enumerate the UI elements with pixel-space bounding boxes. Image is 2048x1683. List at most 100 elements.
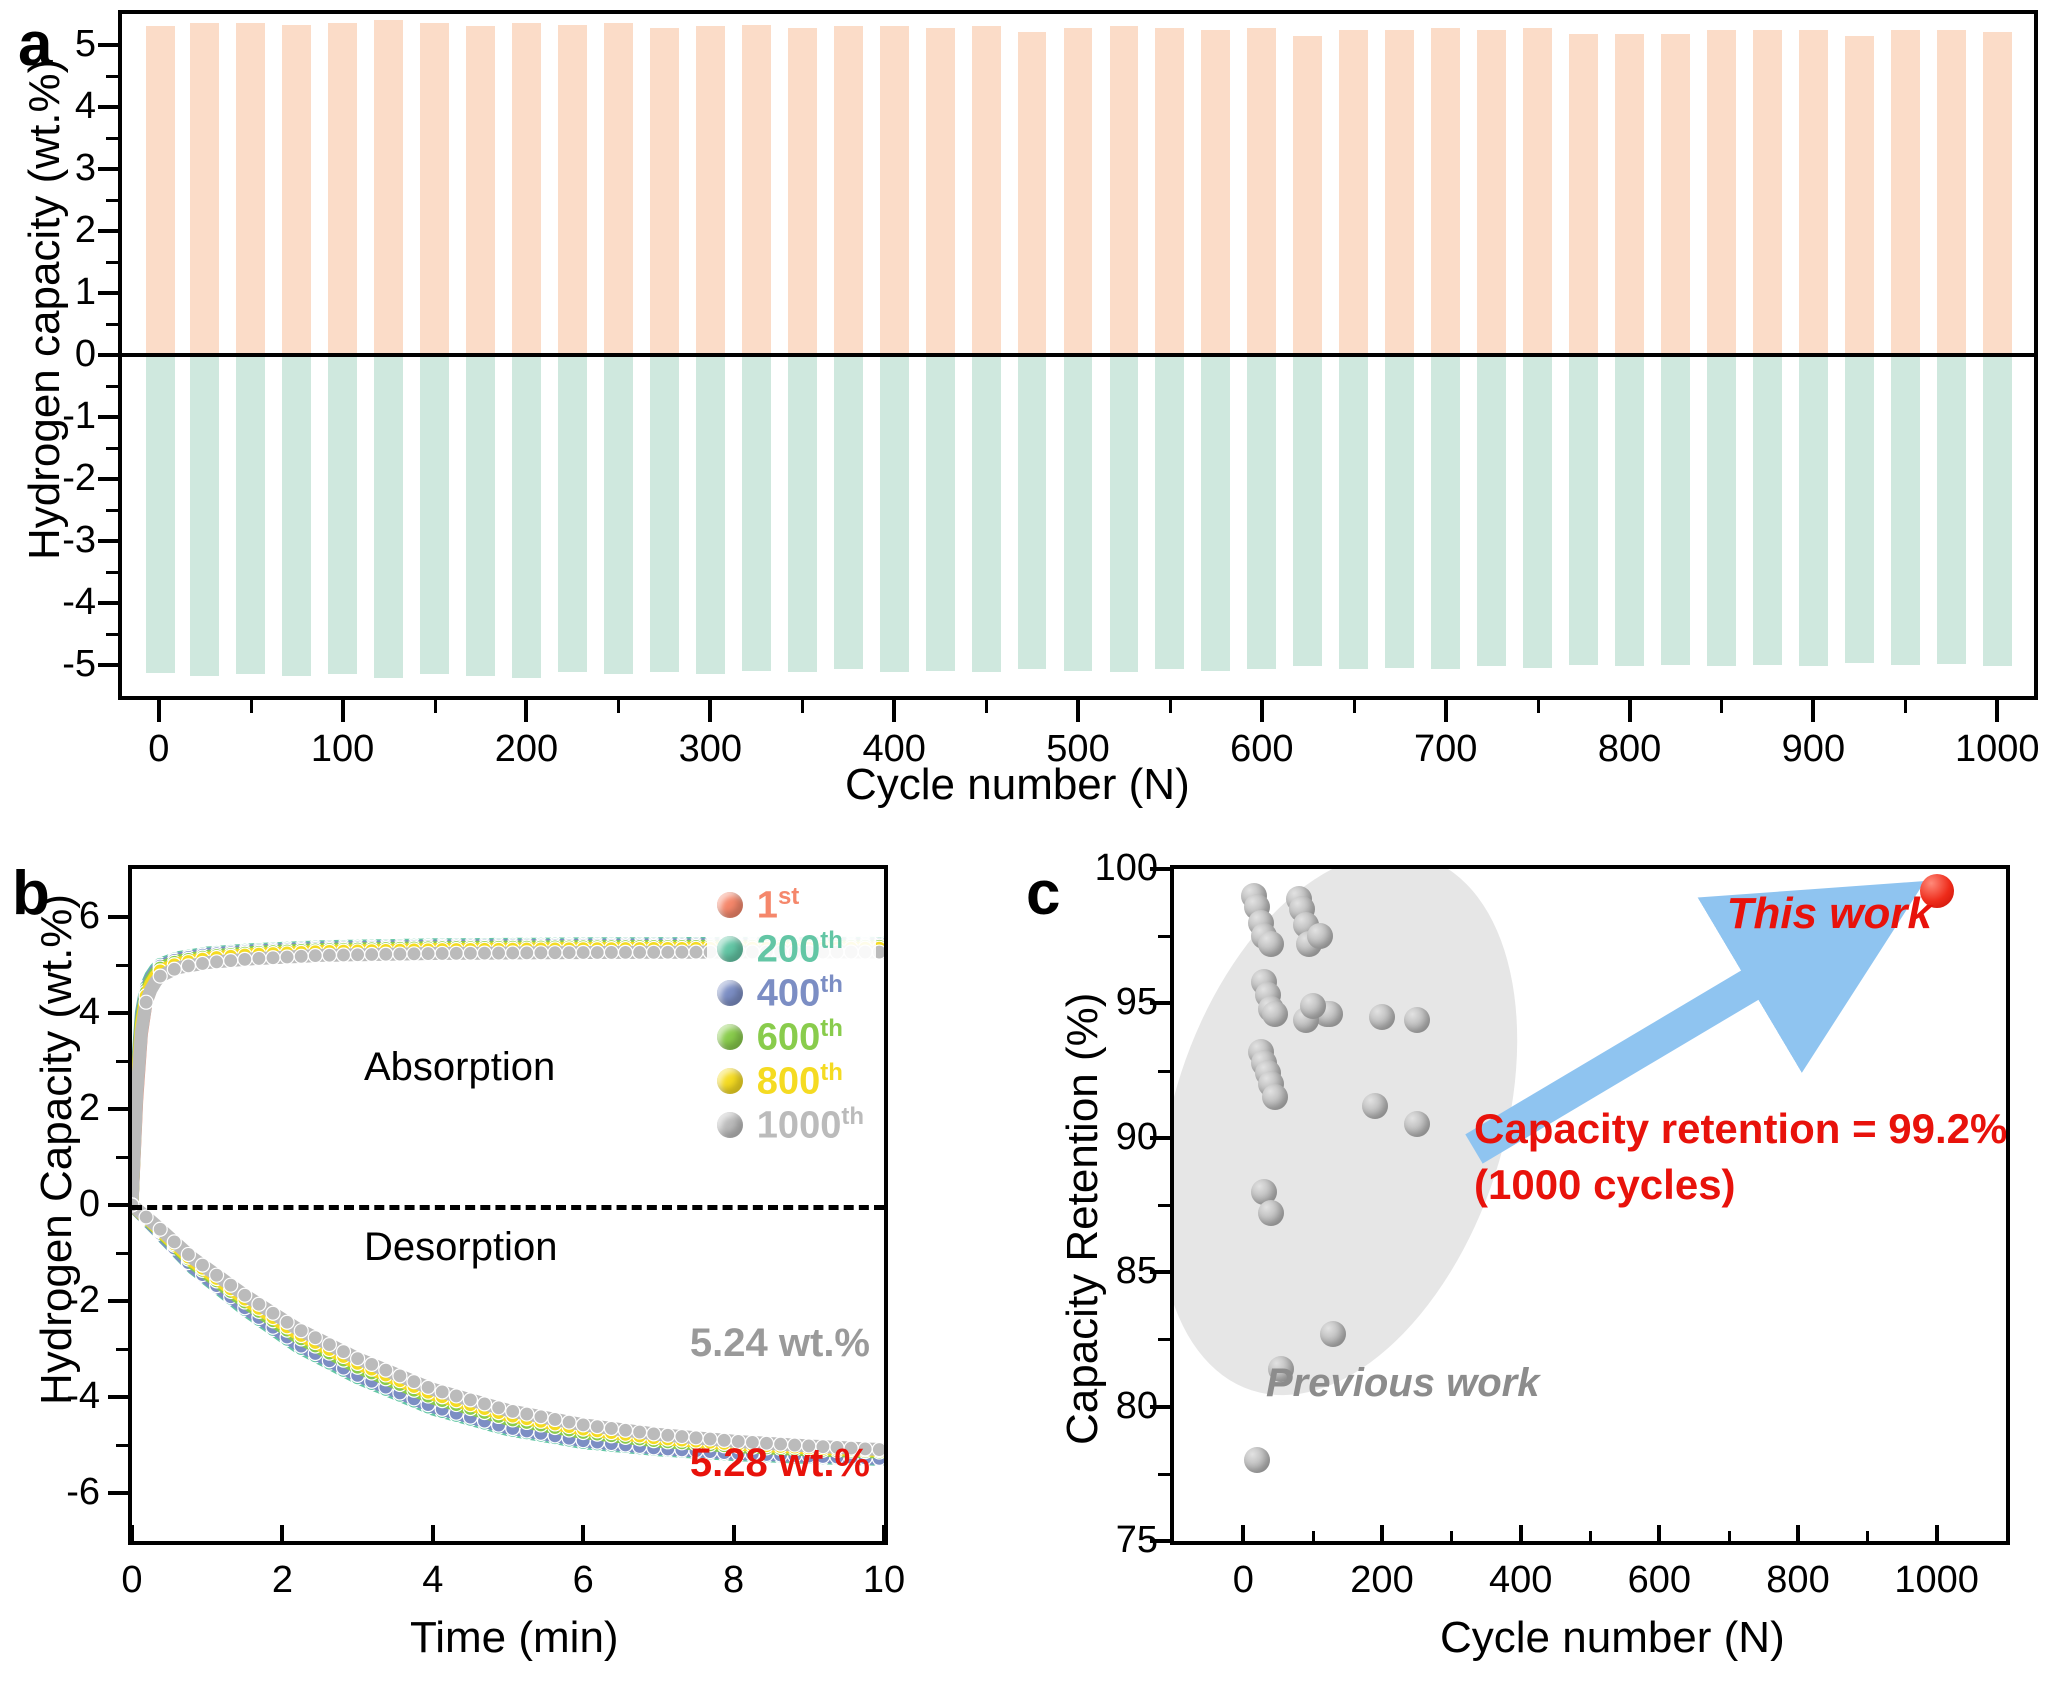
this-work-marker: [1919, 873, 1954, 908]
absorption-bar: [1385, 30, 1415, 355]
desorption-bar: [1339, 355, 1369, 670]
bar-group: [1109, 14, 1139, 696]
panel-c-x-tick-mark: [1241, 1525, 1246, 1545]
scatter-point-previous-work: [1258, 931, 1285, 958]
scatter-point-previous-work: [1362, 1092, 1389, 1119]
absorption-bar: [879, 26, 909, 355]
panel-a-y-tick-mark: [98, 105, 120, 109]
absorption-bar: [190, 22, 220, 355]
panel-b-x-tick-label: 10: [862, 1559, 906, 1601]
desorption-bar: [190, 355, 220, 677]
bar-group: [1431, 14, 1461, 696]
panel-c-plot-area: Previous work This work Capacity retenti…: [1170, 865, 2010, 1545]
legend-label-suffix: th: [820, 971, 843, 999]
legend-dot-icon: [716, 892, 743, 918]
scatter-point-previous-work: [1261, 1001, 1288, 1028]
panel-b-y-tick-label: -2: [66, 1279, 100, 1321]
panel-b-y-minor-tick: [116, 1444, 128, 1447]
legend-label-number: 400: [756, 972, 821, 1015]
desorption-bar: [1890, 355, 1920, 665]
panel-c-x-tick-label: 0: [1232, 1559, 1254, 1601]
panel-a-x-tick-label: 0: [148, 728, 170, 770]
legend-label: 800th: [757, 1061, 843, 1101]
panel-b-y-tick-mark: [108, 1203, 128, 1207]
desorption-bar: [741, 355, 771, 672]
absorption-bar: [557, 24, 587, 355]
panel-a-x-minor-tick: [249, 700, 253, 713]
legend-item-800th[interactable]: 800th: [716, 1059, 864, 1103]
panel-a: a Hydrogen capacity (wt.%) 5 4 3 2 1 0 -1 -2 -3-…: [0, 0, 2048, 840]
bar-group: [282, 14, 312, 696]
panel-c-x-tick-mark: [1796, 1525, 1800, 1545]
legend-item-400th[interactable]: 400th: [716, 971, 864, 1015]
panel-c-x-tick-label: 600: [1627, 1559, 1692, 1601]
panel-a-y-tick-label: 3: [74, 147, 96, 189]
bar-group: [925, 14, 955, 696]
panel-a-y-tick-label: 2: [74, 209, 96, 251]
legend-label-suffix: th: [841, 1103, 864, 1131]
absorption-bar: [649, 28, 679, 355]
absorption-bar: [1155, 28, 1185, 355]
desorption-bar: [603, 355, 633, 675]
panel-a-x-tick-label: 800: [1597, 728, 1662, 770]
panel-a-x-minor-tick: [985, 700, 989, 713]
desorption-bar: [146, 355, 176, 674]
panel-a-y-minor-tick: [106, 137, 120, 140]
legend-item-600th[interactable]: 600th: [716, 1015, 864, 1059]
panel-c-this-work-label: This work: [1726, 889, 1932, 938]
panel-a-plot-area: [118, 10, 2038, 700]
bar-group: [833, 14, 863, 696]
bar-group: [1155, 14, 1185, 696]
panel-b-letter: b: [12, 859, 50, 928]
panel-a-y-tick-mark: [98, 415, 120, 419]
scatter-point-previous-work: [1320, 1321, 1347, 1348]
legend-item-1000th[interactable]: 1000th: [716, 1103, 864, 1147]
absorption-bar: [374, 19, 404, 355]
absorption-bar: [146, 26, 176, 355]
desorption-bar: [649, 355, 679, 673]
bar-group: [146, 14, 176, 696]
panel-a-y-tick-mark: [98, 291, 120, 295]
panel-a-x-tick-label: 400: [862, 728, 926, 770]
panel-c: c Capacity Retention (%) Previous work T…: [1010, 845, 2048, 1683]
bar-group: [603, 14, 633, 696]
legend-label-number: 800: [756, 1060, 821, 1103]
bar-group: [1339, 14, 1369, 696]
bar-group: [1569, 14, 1599, 696]
bar-group: [1798, 14, 1828, 696]
panel-a-x-tick-mark: [156, 700, 161, 722]
panel-a-y-tick-label: -5: [62, 643, 96, 685]
panel-c-y-minor-tick: [1158, 1472, 1170, 1476]
panel-a-x-tick-mark: [340, 700, 345, 722]
scatter-point-previous-work: [1261, 1084, 1288, 1111]
bar-group: [1293, 14, 1323, 696]
legend-label-suffix: th: [820, 1015, 843, 1043]
legend-label: 1st: [757, 885, 799, 925]
panel-b-x-tick-label: 0: [121, 1559, 143, 1601]
panel-b-y-axis-title: Hydrogen Capacity (wt.%): [32, 893, 81, 1405]
panel-c-y-tick-mark: [1150, 1404, 1170, 1409]
panel-a-y-minor-tick: [106, 199, 120, 202]
absorption-bar: [741, 24, 771, 355]
panel-b-x-tick-label: 6: [572, 1559, 594, 1601]
bar-group: [1615, 14, 1644, 696]
panel-b-x-tick-mark: [430, 1525, 435, 1545]
panel-b-y-tick-label: 6: [78, 895, 100, 937]
panel-a-zero-line: [122, 353, 2034, 357]
bar-group: [236, 14, 266, 696]
panel-b-gray-annotation: 5.24 wt.%: [689, 1321, 870, 1365]
panel-c-previous-work-label: Previous work: [1266, 1361, 1540, 1405]
legend-item-1st[interactable]: 1st: [716, 883, 864, 927]
desorption-bar: [1063, 355, 1093, 672]
legend-item-200th[interactable]: 200th: [716, 927, 864, 971]
absorption-bar: [236, 22, 266, 355]
scatter-point-previous-work: [1299, 993, 1326, 1020]
absorption-bar: [1523, 28, 1553, 355]
absorption-bar: [1477, 30, 1507, 355]
panel-a-bars: [122, 14, 2034, 696]
desorption-bar: [1844, 355, 1874, 664]
panel-c-x-tick-mark: [1518, 1525, 1523, 1545]
panel-c-retention-line1: Capacity retention = 99.2%: [1474, 1105, 2008, 1152]
panel-c-y-axis-title: Capacity Retention (%): [1058, 992, 1107, 1445]
